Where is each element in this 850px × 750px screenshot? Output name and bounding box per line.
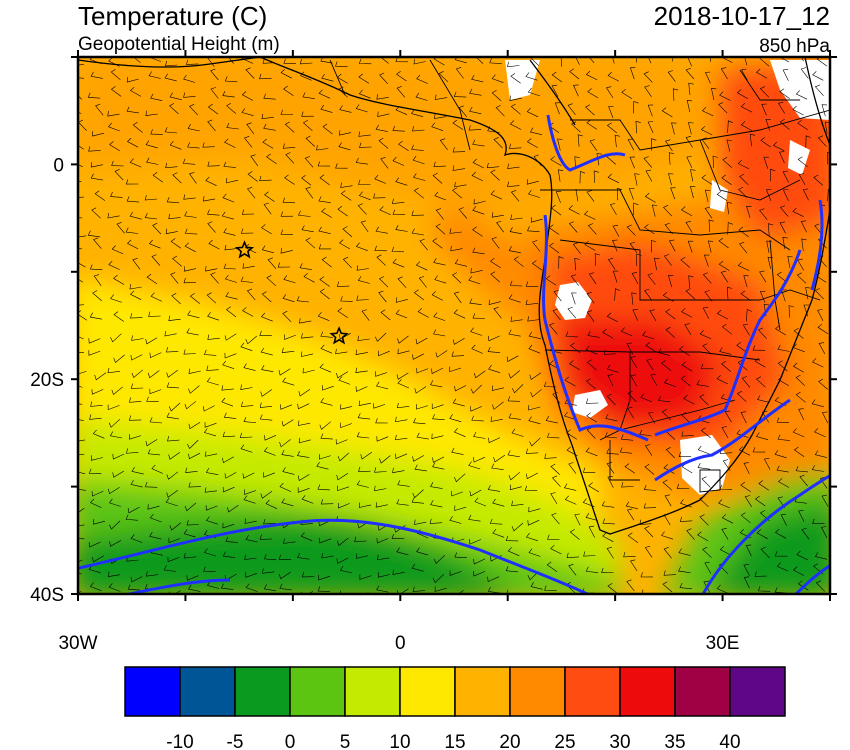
map-subtitle: Geopotential Height (m) bbox=[78, 34, 280, 55]
colorbar: -10 -5 0 5 10 15 20 25 30 35 40 bbox=[124, 666, 786, 750]
colorbar-swatch bbox=[619, 666, 676, 717]
colorbar-label: 0 bbox=[285, 732, 296, 750]
map-level: 850 hPa bbox=[759, 36, 830, 57]
colorbar-label: 20 bbox=[499, 732, 520, 750]
map-title: Temperature (C) bbox=[78, 1, 267, 31]
lon-tick-label: 30E bbox=[706, 633, 740, 654]
colorbar-label: 15 bbox=[444, 732, 465, 750]
country-borders bbox=[329, 59, 830, 493]
coastlines bbox=[78, 57, 830, 535]
colorbar-label: 30 bbox=[609, 732, 630, 750]
lat-tick-label: 20S bbox=[30, 370, 64, 391]
height-contours bbox=[78, 114, 830, 594]
map-datetime: 2018-10-17_12 bbox=[654, 1, 830, 31]
colorbar-label: -5 bbox=[227, 732, 244, 750]
map-frame bbox=[71, 50, 837, 601]
colorbar-label: 35 bbox=[664, 732, 685, 750]
colorbar-label: 5 bbox=[340, 732, 351, 750]
colorbar-swatch bbox=[564, 666, 621, 717]
wind-barbs bbox=[78, 57, 830, 594]
lat-tick-label: 40S bbox=[30, 585, 64, 606]
colorbar-swatch bbox=[289, 666, 346, 717]
colorbar-swatch bbox=[344, 666, 401, 717]
colorbar-swatch bbox=[674, 666, 731, 717]
star-marker bbox=[234, 240, 255, 259]
colorbar-swatch bbox=[509, 666, 566, 717]
lat-tick-label: 0 bbox=[53, 155, 64, 176]
colorbar-label: 25 bbox=[554, 732, 575, 750]
colorbar-swatch bbox=[179, 666, 236, 717]
colorbar-swatch bbox=[234, 666, 291, 717]
map-panel bbox=[78, 57, 830, 594]
terrain-mask bbox=[505, 60, 830, 495]
lon-tick-label: 30W bbox=[58, 633, 97, 654]
colorbar-swatch bbox=[399, 666, 456, 717]
axis-labels: 0 20S 40S 30W 0 30E bbox=[30, 155, 739, 654]
colorbar-label: -10 bbox=[166, 732, 193, 750]
colorbar-swatch bbox=[124, 666, 181, 717]
lon-tick-label: 0 bbox=[395, 633, 406, 654]
star-markers bbox=[234, 240, 349, 345]
colorbar-label: 10 bbox=[389, 732, 410, 750]
colorbar-label: 40 bbox=[719, 732, 740, 750]
colorbar-swatch bbox=[454, 666, 511, 717]
colorbar-swatch bbox=[729, 666, 786, 717]
star-marker bbox=[329, 326, 349, 345]
